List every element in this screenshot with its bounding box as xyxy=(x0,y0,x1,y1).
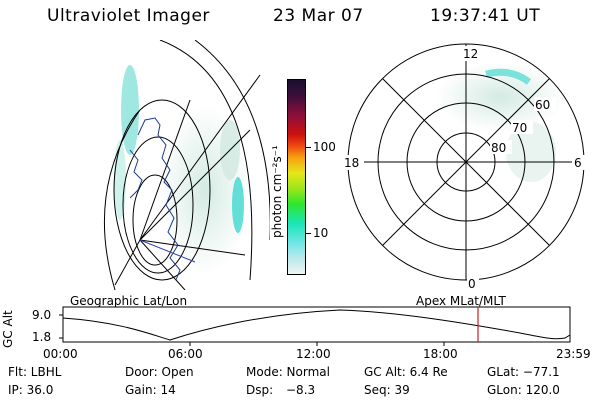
filter-field: Flt: LBHL xyxy=(8,365,62,379)
lat-label-60: 60 xyxy=(535,98,550,112)
door-field: Door: Open xyxy=(125,365,194,379)
colorbar-unit-label: photon cm⁻²s⁻¹ xyxy=(270,145,284,238)
glat-field: GLat: −77.1 xyxy=(487,365,560,379)
meridian-6 xyxy=(139,239,186,290)
x-tick-label-1200: 12:00 xyxy=(296,347,331,361)
polar-aurora-arc xyxy=(485,68,532,85)
meridian-2 xyxy=(139,74,261,241)
grid-arc-1 xyxy=(159,40,253,281)
apex-panel-label: Apex MLat/MLT xyxy=(416,294,506,308)
date-label: 23 Mar 07 xyxy=(273,6,364,26)
x-tick-label-1800: 18:00 xyxy=(423,347,458,361)
polar-aurora-faint xyxy=(436,62,566,132)
grid-arc-2 xyxy=(194,40,270,240)
gc-alt-field: GC Alt: 6.4 Re xyxy=(364,365,448,379)
colorbar-label-100: 100 xyxy=(313,140,336,154)
aurora-arc-west xyxy=(121,65,139,155)
polar-aurora-patch xyxy=(506,122,556,182)
meridian-5 xyxy=(139,239,246,256)
meridian-3 xyxy=(139,99,191,241)
colorbar-label-10: 10 xyxy=(313,226,329,240)
lat-circle-outer xyxy=(113,99,211,281)
meridian-4 xyxy=(114,239,141,286)
terminator-line xyxy=(139,239,196,263)
mlt-label-6: 6 xyxy=(574,156,582,170)
colorbar xyxy=(287,79,306,275)
mlt-label-0: 0 xyxy=(468,277,476,291)
y-tick-label-1.8: 1.8 xyxy=(32,330,52,344)
x-tick-label-0000: 00:00 xyxy=(43,347,78,361)
lat-circle-mid xyxy=(122,136,194,274)
aurora-arc-southwest xyxy=(114,140,126,220)
coastline xyxy=(137,117,181,281)
time-label: 19:37:41 UT xyxy=(430,6,541,26)
lat-circle-inner xyxy=(132,174,178,266)
coastline-island xyxy=(129,149,143,199)
geographic-panel-label: Geographic Lat/Lon xyxy=(70,294,188,308)
instrument-title: Ultraviolet Imager xyxy=(47,6,210,26)
aurora-bright-spot xyxy=(232,177,244,233)
glon-field: GLon: 120.0 xyxy=(487,383,560,397)
ip-field: IP: 36.0 xyxy=(8,383,54,397)
lat-label-70: 70 xyxy=(512,121,527,135)
colorbar-tick-100 xyxy=(306,147,311,148)
grid-arc-3 xyxy=(103,109,141,290)
dsp-field-value: −8.3 xyxy=(286,383,316,397)
x-tick-label-2359: 23:59 xyxy=(556,347,591,361)
orbit-altitude-plot xyxy=(59,306,571,346)
mlt-label-12: 12 xyxy=(463,47,478,61)
mlt-label-18: 18 xyxy=(344,156,359,170)
mode-field: Mode: Normal xyxy=(246,365,330,379)
seq-field: Seq: 39 xyxy=(364,383,410,397)
lat-label-80: 80 xyxy=(491,141,506,155)
gain-field: Gain: 14 xyxy=(125,383,176,397)
colorbar-tick-10 xyxy=(306,233,311,234)
orbit-altitude-curve xyxy=(62,309,571,341)
dsp-field-label: Dsp: xyxy=(246,383,274,397)
geographic-map xyxy=(103,40,270,290)
orbit-axis-label: GC Alt xyxy=(1,310,15,348)
orbit-plot-frame xyxy=(62,306,571,343)
y-tick-label-9: 9.0 xyxy=(32,308,52,322)
x-tick-label-0600: 06:00 xyxy=(168,347,203,361)
meridian-1 xyxy=(139,129,251,241)
polar-plot: 12 18 6 0 60 70 80 xyxy=(342,43,586,291)
mlt-line-diag-2 xyxy=(382,78,550,246)
